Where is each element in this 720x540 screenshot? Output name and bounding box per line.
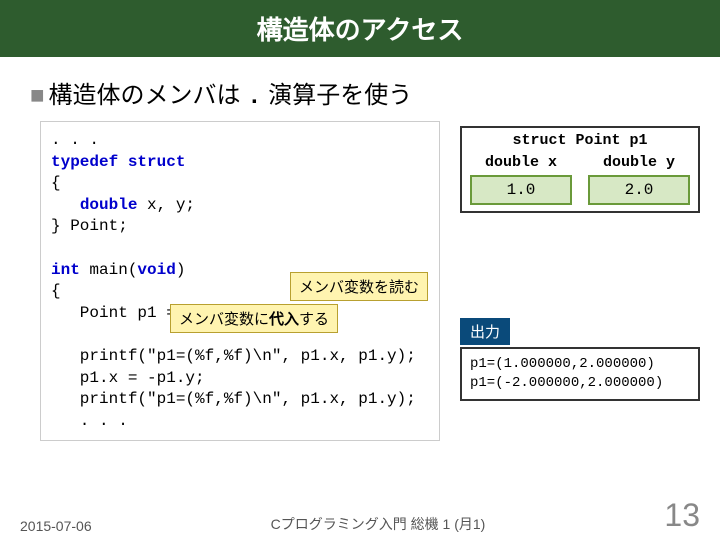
code-line: . . . <box>51 131 99 149</box>
callout-read: メンバ変数を読む <box>290 272 428 301</box>
callout-assign-prefix: メンバ変数に <box>179 311 269 328</box>
kw-void: void <box>137 261 175 279</box>
page-number: 13 <box>664 497 700 534</box>
kw-struct: struct <box>128 153 186 171</box>
struct-diagram: struct Point p1 double x 1.0 double y 2.… <box>460 126 700 213</box>
subtitle-prefix: 構造体のメンバは <box>49 82 248 109</box>
dot-operator: . <box>247 84 261 111</box>
struct-title: struct Point p1 <box>462 128 698 151</box>
code-line: printf("p1=(%f,%f)\n", p1.x, p1.y); <box>51 347 416 365</box>
output-line: p1=(1.000000,2.000000) <box>470 355 690 374</box>
kw-double: double <box>80 196 138 214</box>
output-box: p1=(1.000000,2.000000) p1=(-2.000000,2.0… <box>460 347 700 401</box>
bullet-icon: ■ <box>30 82 45 109</box>
code-line: { <box>51 282 61 300</box>
code-blank <box>51 325 61 343</box>
struct-label-y: double y <box>580 154 698 171</box>
callout-assign-suffix: する <box>299 311 329 328</box>
output-label: 出力 <box>460 318 510 345</box>
kw-int: int <box>51 261 80 279</box>
output-line: p1=(-2.000000,2.000000) <box>470 374 690 393</box>
footer-course: Cプログラミング入門 総機 1 (月1) <box>271 514 486 534</box>
struct-label-x: double x <box>462 154 580 171</box>
struct-cell-x: double x 1.0 <box>462 151 580 211</box>
code-line: . . . <box>51 412 128 430</box>
code-line: printf("p1=(%f,%f)\n", p1.x, p1.y); <box>51 390 416 408</box>
code-line: { <box>51 174 61 192</box>
slide-title: 構造体のアクセス <box>257 15 464 45</box>
callout-assign: メンバ変数に代入する <box>170 304 338 333</box>
content-area: . . . typedef struct { double x, y; } Po… <box>0 121 720 441</box>
code-line: } Point; <box>51 217 128 235</box>
subtitle-suffix: 演算子を使う <box>262 82 413 109</box>
code-sp <box>51 196 80 214</box>
code-blank <box>51 239 61 257</box>
code-line: main( <box>80 261 138 279</box>
struct-val-x: 1.0 <box>470 175 572 205</box>
slide-header: 構造体のアクセス <box>0 0 720 57</box>
footer-date: 2015-07-06 <box>20 518 92 534</box>
footer: 2015-07-06 Cプログラミング入門 総機 1 (月1) 13 <box>0 497 720 534</box>
struct-val-y: 2.0 <box>588 175 690 205</box>
code-line: p1.x = -p1.y; <box>51 369 205 387</box>
code-sp <box>118 153 128 171</box>
callout-assign-bold: 代入 <box>269 311 299 328</box>
right-column: struct Point p1 double x 1.0 double y 2.… <box>440 121 700 441</box>
struct-cell-y: double y 2.0 <box>580 151 698 211</box>
struct-row: double x 1.0 double y 2.0 <box>462 151 698 211</box>
kw-typedef: typedef <box>51 153 118 171</box>
code-line: x, y; <box>137 196 195 214</box>
code-line: ) <box>176 261 186 279</box>
subtitle-row: ■構造体のメンバは . 演算子を使う <box>0 57 720 121</box>
callout-read-text: メンバ変数を読む <box>299 279 419 296</box>
